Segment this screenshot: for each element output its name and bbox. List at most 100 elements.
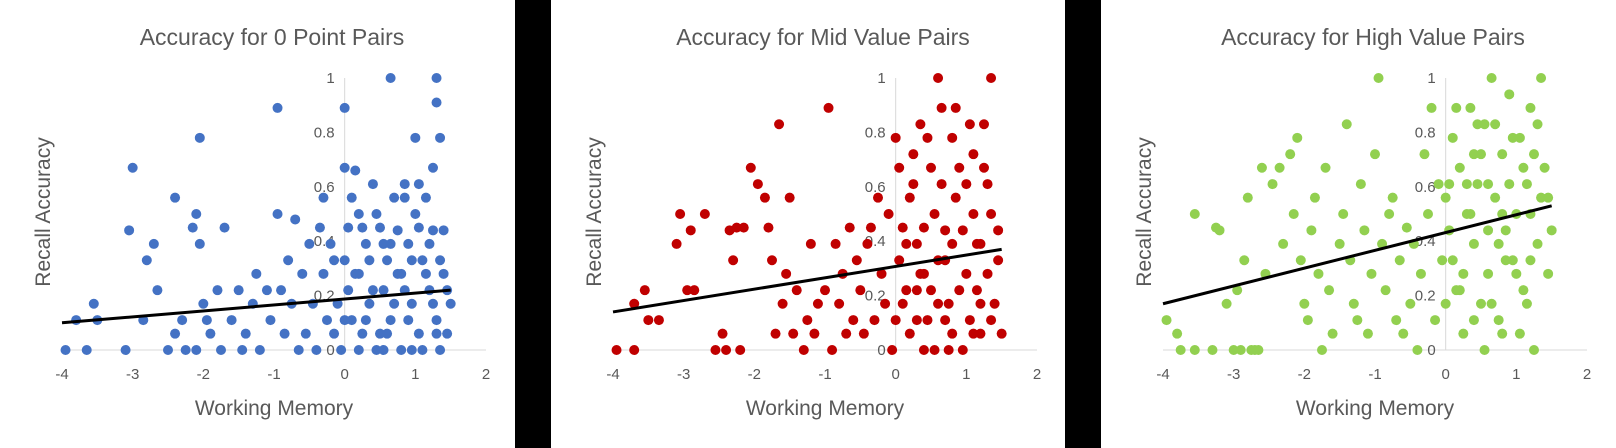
x-tick-label: 1 [1512,366,1520,383]
data-point [1521,179,1532,190]
data-point [60,345,71,355]
data-point [979,162,989,173]
data-point [1472,119,1483,130]
data-point [311,345,322,355]
data-point [904,192,915,203]
data-point [216,345,226,355]
data-point [1483,225,1494,236]
data-point [1486,298,1497,309]
data-point [346,192,357,203]
data-point [675,209,686,219]
x-tick-label: -4 [55,366,68,383]
data-point [957,345,968,355]
data-point [1352,315,1363,326]
data-point [639,285,650,296]
data-point [367,285,378,296]
data-point [406,298,417,309]
data-point [1476,149,1486,160]
data-point [1525,255,1536,266]
data-point [1454,162,1465,173]
data-point [205,328,216,339]
x-tick-label: -3 [126,366,139,383]
data-point [194,238,205,249]
data-point [943,298,954,309]
data-point [890,132,901,143]
data-point [940,315,951,326]
data-point [770,328,781,339]
data-point [413,328,424,339]
data-point [986,209,997,219]
data-point [410,209,421,219]
data-point [279,328,290,339]
data-point [1285,149,1296,160]
data-point [1175,345,1186,355]
data-point [272,102,283,113]
data-point [357,222,368,233]
x-tick-label: -1 [818,366,831,383]
data-point [237,345,248,355]
data-point [752,179,763,190]
data-point [396,345,407,355]
data-point [385,315,396,326]
data-point [1274,162,1285,173]
data-point [936,102,947,113]
data-point [1161,315,1172,326]
data-point [1256,162,1267,173]
data-point [191,209,202,219]
data-point [717,328,728,339]
data-point [406,345,417,355]
x-tick-label: -1 [267,366,280,383]
data-point [120,345,131,355]
data-point [1472,179,1483,190]
data-point [170,328,181,339]
data-point [911,238,922,249]
data-point [187,222,198,233]
data-point [731,222,742,233]
x-tick-label: 2 [1583,366,1591,383]
data-point [438,268,449,279]
x-axis-title: Working Memory [195,397,354,420]
data-point [653,315,664,326]
data-point [233,285,244,296]
data-point [823,102,834,113]
x-tick-label: 1 [962,366,970,383]
data-point [947,328,958,339]
data-point [812,298,823,309]
trendline [612,247,1002,314]
data-point [431,97,442,108]
data-point [1398,328,1409,339]
x-tick-label: -3 [1227,366,1240,383]
data-point [629,298,640,309]
data-point [339,162,350,173]
data-point [1313,268,1324,279]
data-point [834,298,845,309]
data-point [367,179,378,190]
data-point [1536,73,1547,83]
trendline [1162,204,1553,306]
data-point [1362,328,1373,339]
data-point [378,285,389,296]
x-tick-label: -4 [606,366,619,383]
data-point [1465,209,1476,219]
data-point [329,328,340,339]
y-tick-label: 0 [877,342,885,359]
x-tick-label: 2 [482,366,490,383]
data-point [1359,225,1370,236]
data-point [968,209,979,219]
data-point [276,285,287,296]
data-point [399,179,410,190]
data-point [1504,179,1515,190]
data-point [1384,209,1395,219]
data-point [413,179,424,190]
data-point [774,119,785,130]
data-point [993,255,1004,266]
data-point [272,209,283,219]
data-point [201,315,212,326]
data-point [975,298,986,309]
data-point [177,315,188,326]
data-point [728,255,739,266]
data-point [950,192,961,203]
data-point [911,285,922,296]
data-point [1529,345,1539,355]
chart-title: Accuracy for High Value Pairs [1221,24,1525,50]
